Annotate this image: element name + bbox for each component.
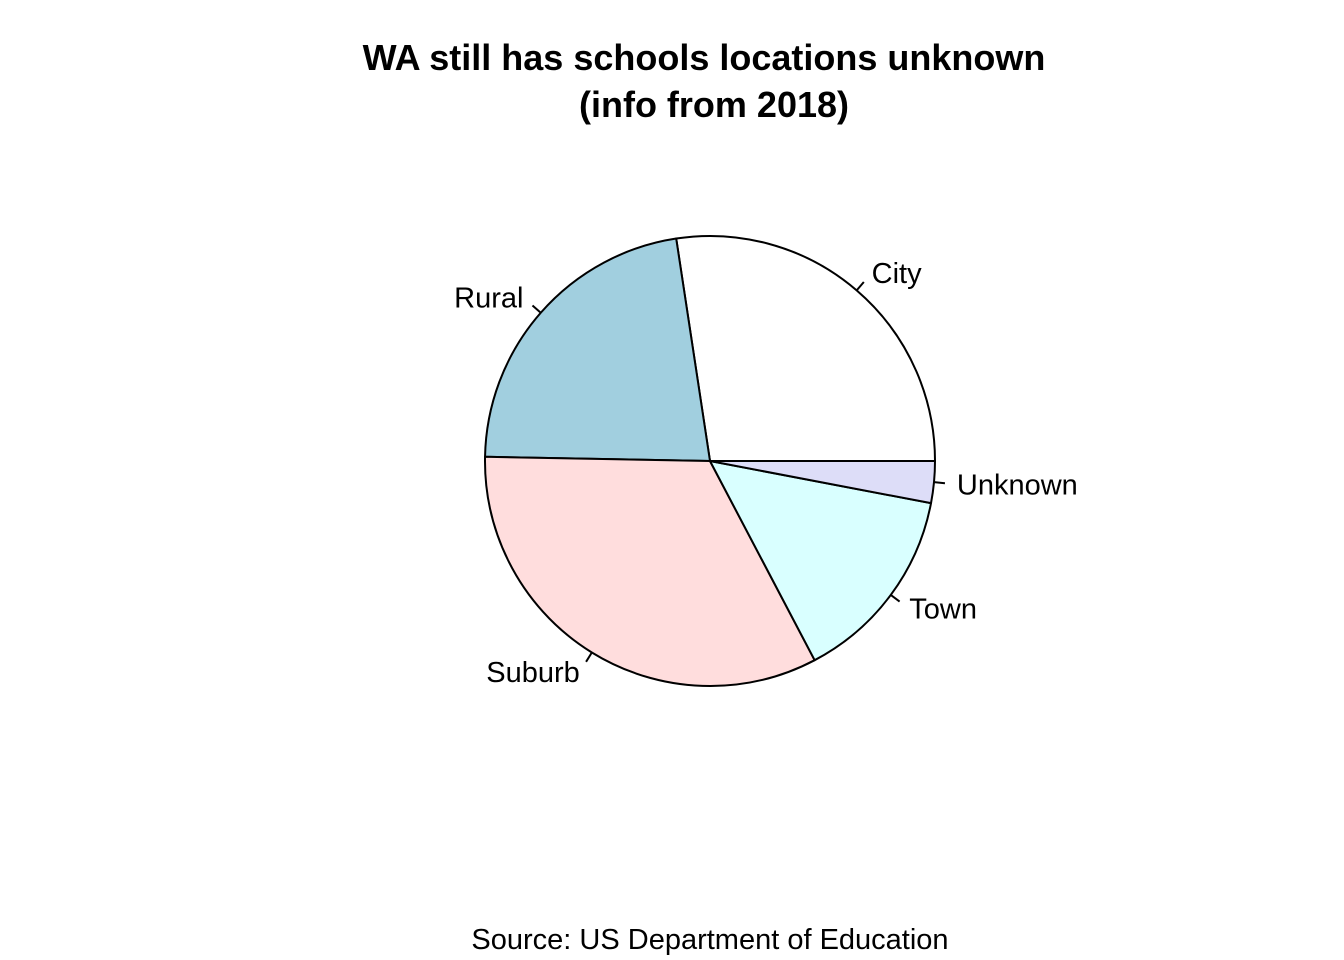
- label-tick-suburb: [585, 651, 593, 663]
- slice-label-suburb: Suburb: [486, 657, 580, 689]
- pie-slice-unknown: [709, 460, 936, 505]
- slice-label-city: City: [872, 258, 922, 290]
- pie-slice-rural: [484, 237, 711, 462]
- pie-slice-town: [709, 460, 933, 662]
- slice-label-town: Town: [909, 594, 977, 626]
- label-tick-city: [855, 281, 865, 292]
- label-tick-town: [890, 594, 901, 603]
- chart-subtitle: (info from 2018): [579, 84, 849, 125]
- pie-labels: City Rural Suburb Town Unknown: [454, 258, 1078, 689]
- slice-label-unknown: Unknown: [957, 469, 1078, 501]
- pie-slice-city: [675, 235, 936, 462]
- pie-slices: [484, 235, 936, 687]
- label-tick-unknown: [933, 481, 946, 485]
- label-tick-rural: [531, 304, 542, 314]
- chart-title: WA still has schools locations unknown: [363, 37, 1046, 78]
- source-caption: Source: US Department of Education: [471, 924, 948, 956]
- slice-label-rural: Rural: [454, 283, 523, 315]
